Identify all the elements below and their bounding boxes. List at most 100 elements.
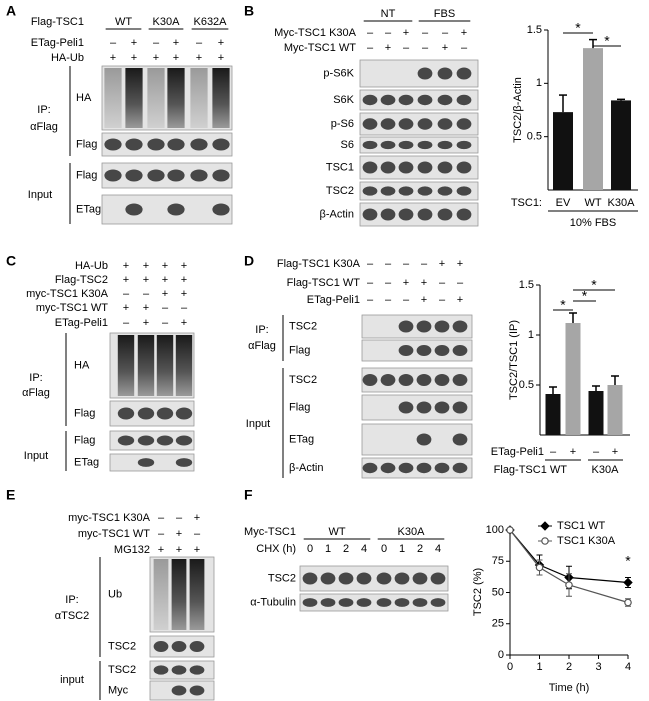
ip-group-label: IP: [37, 104, 50, 116]
condition-mark: 0 [381, 543, 387, 555]
blot-band [417, 161, 433, 174]
blot-band [398, 401, 414, 414]
blot-band [452, 433, 468, 446]
x-tick-label: – [593, 446, 600, 458]
condition-mark: + [131, 52, 137, 64]
significance-star: * [575, 20, 581, 36]
x-tick-label: + [612, 446, 618, 458]
blot-band [125, 169, 143, 182]
condition-mark: + [173, 52, 179, 64]
blot-band [190, 138, 208, 151]
blot-label: HA [76, 92, 92, 104]
marker [565, 581, 573, 589]
blot-band [456, 186, 472, 196]
blot-band [417, 208, 433, 221]
condition-mark: + [173, 37, 179, 49]
x-tick-label: 4 [625, 661, 631, 673]
condition-label: MG132 [114, 544, 150, 556]
blot-band [320, 598, 336, 607]
blot-band [137, 407, 155, 420]
blot-band [212, 138, 230, 151]
blot-band [380, 94, 396, 106]
condition-mark: + [162, 260, 168, 272]
condition-mark: – [385, 258, 392, 270]
condition-mark: – [439, 294, 446, 306]
ip-group-label: αFlag [248, 340, 276, 352]
blot-band [156, 435, 174, 446]
condition-mark: + [181, 274, 187, 286]
blot-smear [212, 68, 230, 128]
y-tick-label: 0.5 [527, 131, 542, 143]
condition-mark: + [176, 544, 182, 556]
condition-mark: – [367, 258, 374, 270]
condition-mark: – [123, 288, 130, 300]
ip-group-label: IP: [65, 594, 78, 606]
blot-band [430, 598, 446, 607]
condition-mark: + [421, 277, 427, 289]
condition-label: ETag-Peli1 [31, 37, 84, 49]
blot-label: Flag [76, 169, 97, 181]
y-tick-label: 0 [498, 649, 504, 661]
blot-band [125, 138, 143, 151]
condition-mark: + [153, 52, 159, 64]
legend-label: TSC1 K30A [557, 535, 616, 547]
blot-band [437, 118, 453, 130]
blot-smear [147, 68, 165, 128]
marker [506, 526, 514, 534]
blot-band [434, 345, 450, 356]
condition-mark: + [457, 258, 463, 270]
condition-mark: + [385, 42, 391, 54]
x-tick-label: 2 [566, 661, 572, 673]
blot-label: TSC2 [326, 185, 354, 197]
marker [540, 521, 550, 531]
condition-mark: + [442, 42, 448, 54]
blot-label: β-Actin [289, 462, 323, 474]
ip-group-label: αTSC2 [55, 610, 89, 622]
group-label: K30A [398, 526, 426, 538]
blot-label: p-S6K [323, 67, 354, 79]
condition-mark: + [196, 52, 202, 64]
blot-band [417, 140, 433, 150]
condition-mark: 4 [361, 543, 367, 555]
condition-mark: – [153, 37, 160, 49]
blot-label: S6 [341, 139, 354, 151]
blot-band [171, 665, 187, 675]
blot-band [398, 140, 414, 150]
bar [545, 394, 561, 435]
blot-label: TSC2 [108, 664, 136, 676]
condition-mark: – [367, 294, 374, 306]
bar [565, 323, 581, 435]
blot-band [437, 67, 453, 80]
blot-label: TSC1 [326, 161, 354, 173]
blot-band [362, 140, 378, 150]
condition-label: myc-TSC1 WT [78, 528, 150, 540]
blot-label: ETag [74, 456, 99, 468]
condition-mark: + [194, 512, 200, 524]
ip-group-label: αFlag [22, 387, 50, 399]
blot-band [398, 462, 414, 474]
x-axis-label: Time (h) [549, 682, 590, 694]
condition-mark: + [143, 302, 149, 314]
blot-band [394, 598, 410, 607]
condition-mark: – [158, 512, 165, 524]
blot-band [376, 598, 392, 607]
group-label: K30A [592, 464, 620, 476]
significance-star: * [604, 33, 610, 49]
blot-band [104, 138, 122, 151]
blot-band [376, 572, 392, 585]
condition-mark: – [421, 258, 428, 270]
blot-band [394, 572, 410, 585]
condition-label: ETag-Peli1 [307, 294, 360, 306]
x-tick-label: K30A [608, 197, 636, 209]
condition-mark: 0 [307, 543, 313, 555]
blot-label: β-Actin [320, 208, 354, 220]
x-tick-label: EV [556, 197, 571, 209]
condition-label: HA-Ub [51, 52, 84, 64]
condition-mark: + [162, 288, 168, 300]
blot-label: Flag [289, 344, 310, 356]
condition-mark: + [158, 544, 164, 556]
y-tick-label: 1.5 [527, 24, 542, 36]
blot-band [320, 572, 336, 585]
condition-mark: – [367, 27, 374, 39]
